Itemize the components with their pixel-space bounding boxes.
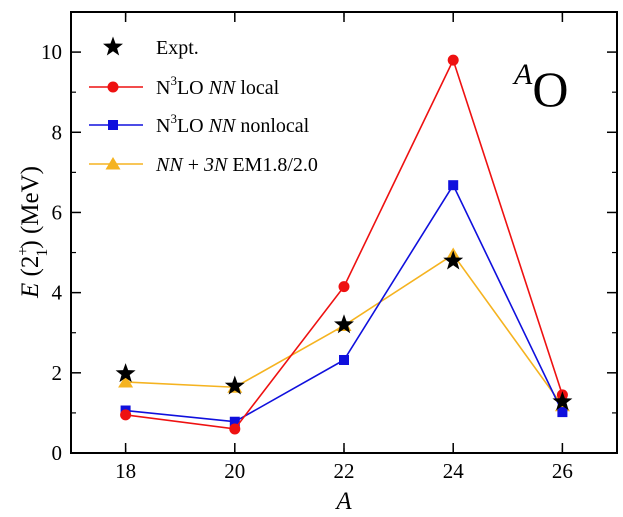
x-axis-title: A [334,488,352,515]
legend-marker-n3lo-local [107,81,119,93]
y-axis-title-sup: + [15,247,32,256]
y-tick-label: 6 [52,200,63,224]
legend-marker-n3lo-nonlocal [108,120,118,130]
x-tick-label: 24 [443,459,465,483]
legend-marker-nn-3n [105,157,121,170]
point-expt-24 [443,250,464,270]
y-tick-label: 4 [52,281,63,305]
legend-label-part: 3N [203,154,229,176]
point-n3lo-local-20 [229,423,241,435]
y-axis-title: E (2+ 1) (MeV) [15,166,51,299]
plot-marks [115,54,573,435]
legend-label-part: 3 [170,111,177,126]
legend-label-part: LO [177,77,209,99]
y-axis-title-sub: 1 [34,249,51,257]
y-tick-label: 10 [41,40,62,64]
series-line-n3lo-nonlocal [125,183,564,423]
legend-label-part: nonlocal [235,115,309,137]
legend-label-n3lo-nonlocal: N3LO NN nonlocal [156,111,310,137]
x-tick-label: 20 [224,459,245,483]
point-n3lo-local-18 [120,409,132,421]
point-n3lo-nonlocal-22 [339,354,349,365]
point-n3lo-nonlocal-24 [448,180,459,191]
nucleus-label: AO [512,58,568,117]
legend-label-part: NN [208,115,237,137]
y-tick-label: 2 [52,361,63,385]
legend-label-part: 3 [170,73,177,88]
point-expt-22 [334,314,354,334]
x-tick-label: 22 [334,459,355,483]
point-expt-20 [224,375,245,395]
point-expt-26 [552,391,573,411]
y-axis-title-var: E [17,283,44,299]
nucleus-label-element: O [532,61,568,117]
point-n3lo-nonlocal-26 [557,407,568,418]
legend-label-n3lo-local: N3LO NN local [156,73,280,99]
legend-label-part: N [156,77,170,99]
point-n3lo-local-22 [338,281,350,293]
point-nn-3n-18 [118,375,134,388]
nucleus-label-mass: A [512,58,533,91]
legend-label-expt: Expt. [156,37,199,59]
y-axis-title-open: (2 [17,256,44,283]
point-n3lo-nonlocal-20 [229,416,240,427]
legend-marker-expt [103,36,123,56]
legend-label-nn-3n: NN + 3N EM1.8/2.0 [155,154,318,176]
legend-label-part: N [156,115,170,137]
legend-label-part: Expt. [156,37,199,59]
legend-label-part: NN [155,154,184,176]
x-tick-label: 26 [552,459,573,483]
legend-label-part: LO [177,115,209,137]
point-expt-18 [115,363,136,383]
y-axis-title-close: ) (MeV) [17,166,44,249]
legend-label-part: + [183,154,204,176]
point-n3lo-local-24 [447,54,459,66]
legend-label-part: EM1.8/2.0 [227,154,318,176]
y-tick-label: 8 [52,120,63,144]
legend-label-part: local [235,77,279,99]
y-tick-label: 0 [52,441,63,465]
x-tick-label: 18 [115,459,136,483]
legend-label-part: NN [208,77,237,99]
